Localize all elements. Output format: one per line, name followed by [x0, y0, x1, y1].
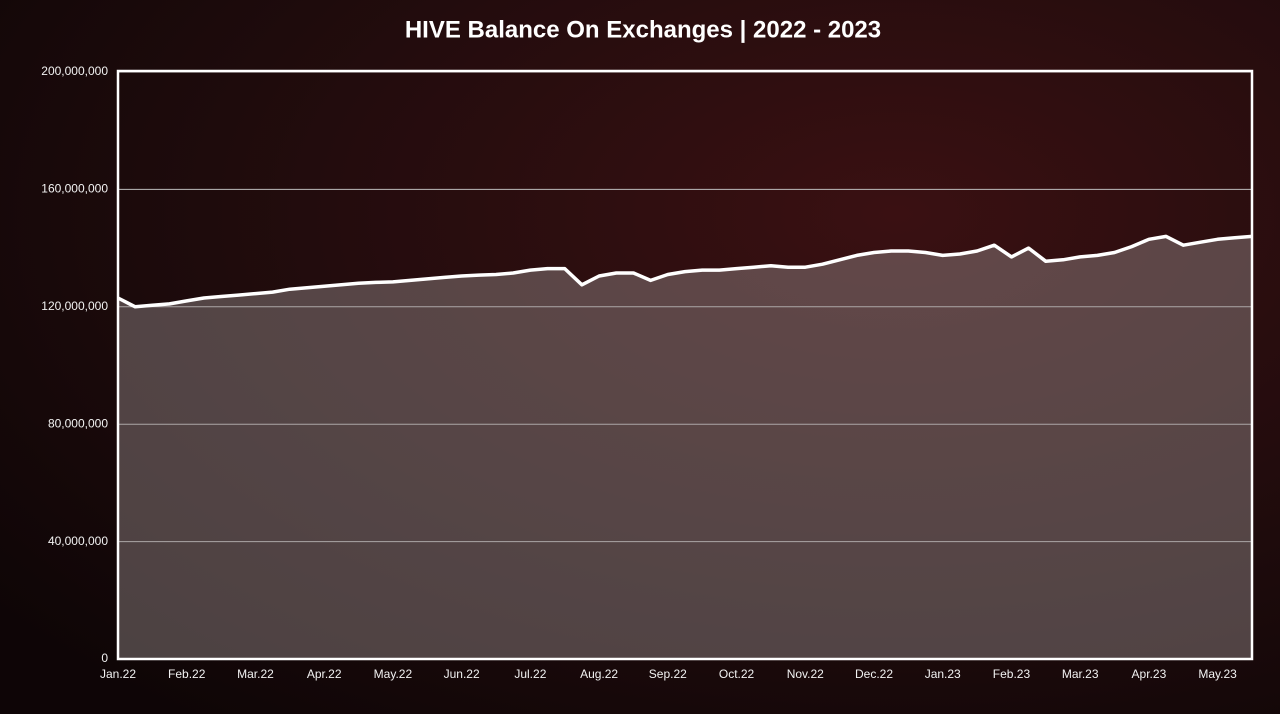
y-tick-label: 160,000,000: [41, 182, 108, 196]
x-tick-label: Aug.22: [580, 667, 618, 681]
x-tick-label: Jan.22: [100, 667, 136, 681]
y-tick-label: 0: [101, 651, 108, 665]
plot-border: [116, 69, 1254, 661]
x-tick-label: May.23: [1198, 667, 1237, 681]
x-tick-label: Jan.23: [925, 667, 961, 681]
chart-title: HIVE Balance On Exchanges | 2022 - 2023: [405, 16, 881, 43]
x-tick-label: Nov.22: [787, 667, 824, 681]
x-tick-label: Feb.22: [168, 667, 206, 681]
x-tick-label: Mar.22: [237, 667, 274, 681]
area: [118, 236, 1252, 659]
x-tick-label: May.22: [374, 667, 413, 681]
x-tick-label: Mar.23: [1062, 667, 1099, 681]
x-tick-label: Apr.22: [307, 667, 342, 681]
x-tick-label: Jul.22: [514, 667, 546, 681]
x-tick-label: Dec.22: [855, 667, 893, 681]
y-tick-label: 200,000,000: [41, 64, 108, 78]
y-tick-label: 80,000,000: [48, 416, 108, 430]
x-tick-label: Jun.22: [444, 667, 480, 681]
x-tick-label: Feb.23: [993, 667, 1031, 681]
x-tick-label: Oct.22: [719, 667, 755, 681]
x-tick-label: Apr.23: [1132, 667, 1167, 681]
line: [117, 234, 1253, 309]
x-tick-label: Sep.22: [649, 667, 687, 681]
y-tick-label: 120,000,000: [41, 299, 108, 313]
y-tick-label: 40,000,000: [48, 534, 108, 548]
